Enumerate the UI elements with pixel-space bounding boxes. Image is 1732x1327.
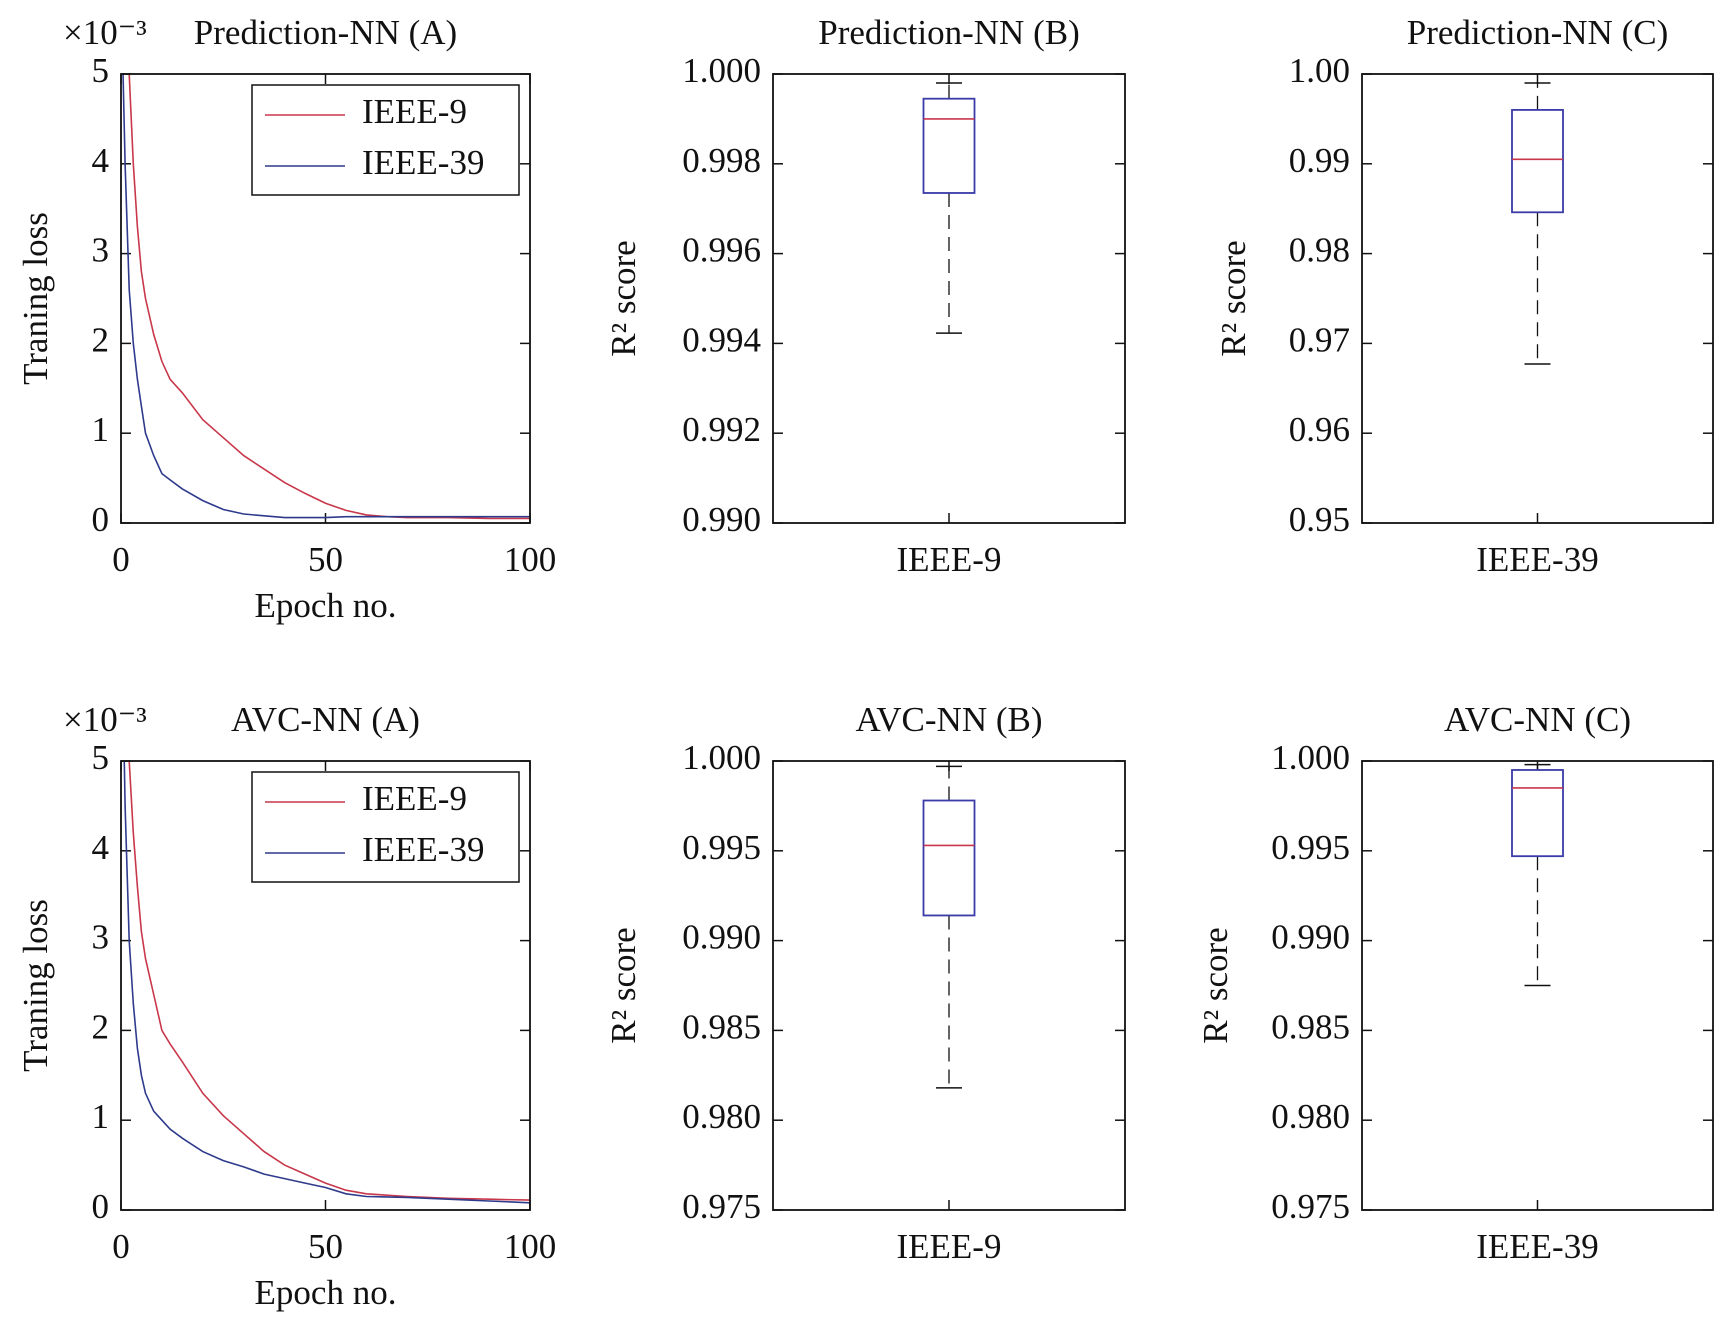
y-tick-label: 0.996: [682, 231, 761, 270]
chart-title: Prediction-NN (C): [1407, 13, 1668, 52]
x-tick-label: 50: [308, 1227, 343, 1266]
y-tick-label: 2: [92, 320, 110, 359]
box: [922, 97, 976, 194]
x-axis-label: Epoch no.: [255, 1273, 397, 1312]
chart-title: Prediction-NN (A): [194, 13, 457, 52]
legend: [251, 84, 520, 196]
plot-frame: [772, 760, 1126, 1211]
y-tick-label: 0.992: [682, 410, 761, 449]
x-tick-label: 0: [112, 540, 130, 579]
x-tick-label: 100: [504, 540, 557, 579]
y-tick-label: 1.000: [682, 51, 761, 90]
y-axis-label: R² score: [1214, 240, 1253, 356]
y-tick-label: 0: [92, 500, 110, 539]
subplot: AVC-NN (B) R² score 0.975 0.980 0.985 0.990 0.…: [604, 700, 1126, 1266]
x-tick-label: 0: [112, 1227, 130, 1266]
plot-frame: [120, 73, 531, 524]
y-tick-label: 0.980: [682, 1097, 761, 1136]
legend-label: IEEE-9: [362, 92, 467, 131]
y-tick-label: 1: [92, 1097, 110, 1136]
subplot: AVC-NN (A) Traning loss 0 1 2 3 4 5×10⁻³ Epoch n…: [16, 700, 557, 1312]
chart-title: Prediction-NN (B): [818, 13, 1079, 52]
y-tick-label: 5: [92, 738, 110, 777]
legend: [251, 771, 520, 883]
box: [1511, 109, 1564, 214]
x-axis-label: Epoch no.: [255, 586, 397, 625]
y-tick-label: 0.995: [1271, 828, 1350, 867]
x-tick-label: IEEE-9: [897, 540, 1002, 579]
y-axis-label: R² score: [604, 240, 643, 356]
y-tick-label: 0.980: [1271, 1097, 1350, 1136]
x-tick-label: 100: [504, 1227, 557, 1266]
subplot: AVC-NN (C) R² score 0.975 0.980 0.985 0.990 0.…: [1196, 700, 1714, 1266]
y-multiplier: ×10⁻³: [63, 13, 147, 52]
y-axis-label: Traning loss: [16, 899, 55, 1072]
chart-title: AVC-NN (A): [231, 700, 420, 739]
y-tick-label: 1.00: [1289, 51, 1350, 90]
plot-frame: [1361, 73, 1714, 524]
box: [922, 799, 976, 917]
chart-title: AVC-NN (C): [1444, 700, 1631, 739]
chart-title: AVC-NN (B): [856, 700, 1043, 739]
y-tick-label: 0.99: [1289, 141, 1350, 180]
line-series: [122, 74, 530, 519]
x-tick-label: IEEE-39: [1476, 540, 1598, 579]
y-tick-label: 4: [92, 828, 110, 867]
y-tick-label: 0.998: [682, 141, 761, 180]
y-tick-label: 0.995: [682, 828, 761, 867]
y-tick-label: 0.975: [682, 1187, 761, 1226]
y-tick-label: 0.990: [682, 918, 761, 957]
line-series: [123, 761, 530, 1204]
legend-label: IEEE-9: [362, 779, 467, 818]
x-tick-label: IEEE-39: [1476, 1227, 1598, 1266]
y-tick-label: 5: [92, 51, 110, 90]
y-tick-label: 0.994: [682, 320, 761, 359]
y-tick-label: 1: [92, 410, 110, 449]
plot-frame: [772, 73, 1126, 524]
y-tick-label: 1.000: [682, 738, 761, 777]
subplot: Prediction-NN (B) R² score 0.990 0.992 0.994…: [604, 13, 1126, 579]
y-tick-label: 0.98: [1289, 231, 1350, 270]
y-tick-label: 0.990: [682, 500, 761, 539]
y-tick-label: 4: [92, 141, 110, 180]
y-tick-label: 0.975: [1271, 1187, 1350, 1226]
y-multiplier: ×10⁻³: [63, 700, 147, 739]
y-tick-label: 0.95: [1289, 500, 1350, 539]
x-tick-label: IEEE-9: [897, 1227, 1002, 1266]
x-tick-label: 50: [308, 540, 343, 579]
y-tick-label: 0.96: [1289, 410, 1350, 449]
box: [1511, 769, 1564, 858]
y-axis-label: R² score: [1196, 927, 1235, 1043]
y-axis-label: R² score: [604, 927, 643, 1043]
y-tick-label: 0.985: [1271, 1007, 1350, 1046]
y-axis-label: Traning loss: [16, 212, 55, 385]
y-tick-label: 1.000: [1271, 738, 1350, 777]
y-tick-label: 0: [92, 1187, 110, 1226]
y-tick-label: 2: [92, 1007, 110, 1046]
legend-label: IEEE-39: [362, 830, 484, 869]
y-tick-label: 3: [92, 918, 110, 957]
plot-frame: [1361, 760, 1714, 1211]
y-tick-label: 3: [92, 231, 110, 270]
line-series: [128, 761, 530, 1201]
y-tick-label: 0.97: [1289, 320, 1350, 359]
y-tick-label: 0.990: [1271, 918, 1350, 957]
y-tick-label: 0.985: [682, 1007, 761, 1046]
subplot: Prediction-NN (C) R² score 0.95 0.96 0.97 0.9…: [1214, 13, 1714, 579]
subplot: Prediction-NN (A) Traning loss 0 1 2 3 4 5×10⁻³…: [16, 13, 557, 625]
plot-frame: [120, 760, 531, 1211]
legend-label: IEEE-39: [362, 143, 484, 182]
